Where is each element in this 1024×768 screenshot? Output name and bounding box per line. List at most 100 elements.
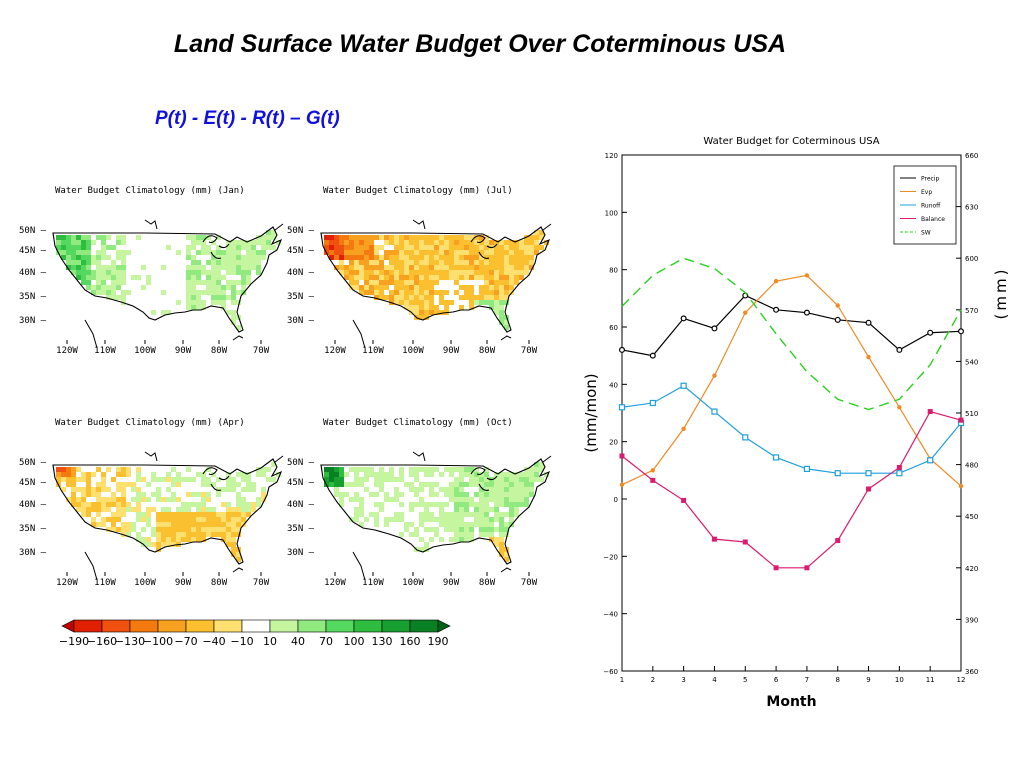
colorbar-label: −130 bbox=[115, 635, 145, 648]
lat-label: 35N – bbox=[287, 292, 315, 302]
data-point-balance bbox=[650, 477, 656, 483]
y2-tick-label: 510 bbox=[965, 410, 978, 418]
lat-label: 50N – bbox=[287, 458, 315, 468]
map-title-oct: Water Budget Climatology (mm) (Oct) bbox=[323, 418, 513, 428]
y2-tick-label: 570 bbox=[965, 307, 978, 315]
data-point-evp bbox=[743, 310, 748, 315]
data-point-evp bbox=[835, 303, 840, 308]
legend-label: SW bbox=[921, 230, 931, 237]
legend-label: Precip bbox=[921, 176, 940, 183]
colorbar-arrow-left bbox=[61, 619, 75, 633]
y2-axis-label: (mm) bbox=[992, 267, 1010, 320]
colorbar-swatch bbox=[269, 619, 299, 633]
data-point-precip bbox=[803, 309, 810, 316]
data-point-evp bbox=[958, 483, 964, 489]
lat-label: 30N – bbox=[287, 316, 315, 326]
y-tick-label: −40 bbox=[603, 611, 618, 619]
x-tick-label: 7 bbox=[805, 676, 809, 684]
border-lines bbox=[412, 219, 552, 231]
map-grid bbox=[324, 230, 549, 330]
data-point-precip bbox=[896, 346, 903, 353]
data-point-runoff bbox=[618, 404, 626, 411]
map-jul: 50N – 45N – 40N – 35N – 30N – 120W 110W 100W 90W… bbox=[287, 219, 552, 356]
data-point-balance bbox=[711, 536, 717, 542]
great-lakes bbox=[202, 235, 230, 259]
data-point-evp bbox=[681, 426, 686, 431]
lon-label: 90W bbox=[175, 578, 192, 588]
colorbar-swatch bbox=[129, 619, 159, 633]
y2-tick-label: 480 bbox=[965, 462, 978, 470]
data-point-evp bbox=[650, 468, 656, 473]
series-line-sw bbox=[621, 257, 962, 411]
series-line-runoff bbox=[621, 385, 962, 474]
data-point-balance bbox=[866, 486, 872, 492]
coast-lines bbox=[352, 551, 512, 581]
data-point-runoff bbox=[865, 470, 872, 477]
data-point-runoff bbox=[742, 434, 749, 441]
lon-label: 110W bbox=[362, 578, 384, 588]
data-point-precip bbox=[927, 329, 934, 336]
lat-label: 50N – bbox=[19, 226, 47, 236]
x-tick-label: 12 bbox=[957, 676, 966, 684]
lon-label: 80W bbox=[211, 578, 228, 588]
legend-label: Runoff bbox=[921, 203, 941, 210]
lat-label: 30N – bbox=[287, 548, 315, 558]
lon-label: 100W bbox=[402, 346, 424, 356]
map-oct: 50N – 45N – 40N – 35N – 30N – 120W 110W 100W 90W… bbox=[287, 451, 552, 588]
y-tick-label: 80 bbox=[609, 267, 618, 275]
colorbar-label: 100 bbox=[344, 635, 365, 648]
colorbar-label: −10 bbox=[230, 635, 253, 648]
data-point-precip bbox=[711, 325, 718, 332]
y-tick-label: 100 bbox=[605, 209, 618, 217]
legend-label: Evp bbox=[921, 189, 932, 196]
data-point-balance bbox=[958, 417, 964, 423]
map-panel-apr: Water Budget Climatology (mm) (Apr) 50N … bbox=[15, 412, 287, 597]
lat-label: 45N – bbox=[19, 478, 47, 488]
data-point-runoff bbox=[772, 454, 780, 461]
data-point-precip bbox=[649, 352, 656, 359]
y2-tick-label: 390 bbox=[965, 616, 978, 624]
border-lines bbox=[144, 219, 284, 231]
x-tick-label: 1 bbox=[620, 676, 624, 684]
data-point-precip bbox=[958, 328, 965, 335]
data-point-runoff bbox=[649, 399, 656, 407]
coast-lines bbox=[352, 319, 512, 349]
great-lakes bbox=[202, 467, 230, 491]
lon-label: 70W bbox=[521, 346, 538, 356]
y2-tick-label: 630 bbox=[965, 204, 978, 212]
lat-label: 40N – bbox=[287, 500, 315, 510]
colorbar-swatch bbox=[157, 619, 187, 633]
lon-label: 80W bbox=[211, 346, 228, 356]
lat-label: 35N – bbox=[19, 292, 47, 302]
map-panel-jul: Water Budget Climatology (mm) (Jul) 50N … bbox=[283, 180, 555, 365]
map-grid bbox=[56, 230, 281, 330]
map-panel-jan: Water Budget Climatology (mm) (Jan) 50N … bbox=[15, 180, 287, 365]
data-point-evp bbox=[619, 482, 625, 487]
data-point-runoff bbox=[803, 465, 811, 472]
lat-label: 45N – bbox=[19, 246, 47, 256]
map-jan: 50N – 45N – 40N – 35N – 30N – 120W 110W 100W 90W… bbox=[19, 219, 284, 356]
data-point-precip bbox=[834, 316, 841, 323]
y2-tick-label: 600 bbox=[965, 255, 978, 263]
x-axis-label: Month bbox=[766, 694, 816, 710]
lon-label: 110W bbox=[94, 578, 116, 588]
lat-label: 40N – bbox=[19, 500, 47, 510]
x-tick-label: 8 bbox=[835, 676, 839, 684]
series-line-balance bbox=[621, 410, 962, 569]
data-point-precip bbox=[773, 306, 780, 313]
colorbar-label: 40 bbox=[291, 635, 305, 648]
y2-tick-label: 360 bbox=[965, 668, 978, 676]
great-lakes bbox=[470, 467, 498, 491]
data-point-evp bbox=[866, 354, 871, 360]
lat-label: 35N – bbox=[19, 524, 47, 534]
lon-label: 110W bbox=[94, 346, 116, 356]
border-lines bbox=[412, 451, 552, 463]
data-point-balance bbox=[619, 453, 625, 459]
water-budget-chart: Water Budget for Coterminous USA −60 −40 −2… bbox=[582, 136, 1010, 710]
data-point-evp bbox=[773, 278, 779, 284]
usa-outline bbox=[52, 458, 283, 565]
data-point-balance bbox=[927, 409, 933, 415]
colorbar-swatch bbox=[101, 619, 131, 633]
data-point-balance bbox=[681, 497, 687, 503]
colorbar-swatch bbox=[185, 619, 215, 633]
